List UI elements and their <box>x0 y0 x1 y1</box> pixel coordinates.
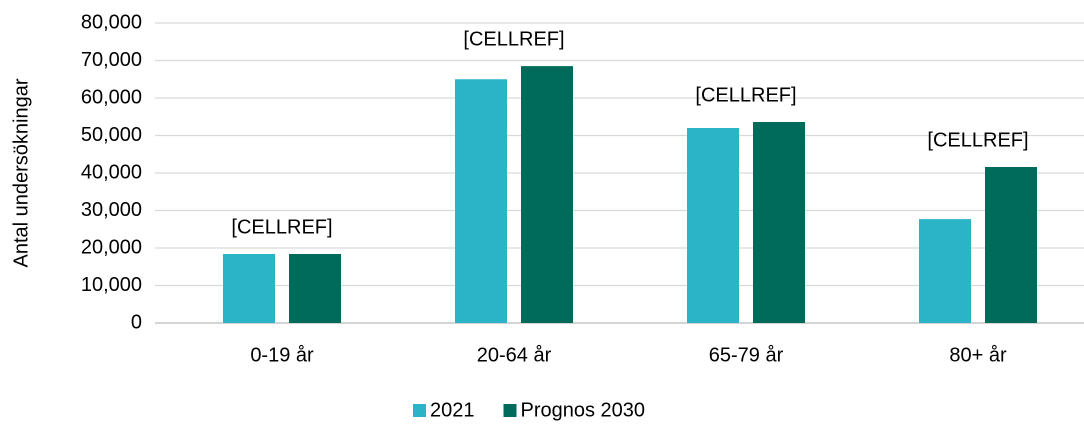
y-tick-label: 60,000 <box>81 86 142 108</box>
y-axis-label: Antal undersökningar <box>10 78 32 267</box>
bar <box>521 66 573 323</box>
data-label: [CELLREF] <box>927 129 1028 151</box>
y-tick-label: 70,000 <box>81 49 142 71</box>
x-tick-label: 20-64 år <box>477 344 552 366</box>
x-tick-label: 80+ år <box>949 344 1007 366</box>
y-tick-label: 10,000 <box>81 274 142 296</box>
bar <box>753 122 805 323</box>
data-label: [CELLREF] <box>231 216 332 238</box>
x-tick-label: 65-79 år <box>709 344 784 366</box>
y-tick-label: 20,000 <box>81 236 142 258</box>
y-tick-label: 40,000 <box>81 161 142 183</box>
bar <box>687 128 739 323</box>
y-tick-label: 0 <box>131 311 142 333</box>
data-label: [CELLREF] <box>695 84 796 106</box>
data-label: [CELLREF] <box>463 28 564 50</box>
y-tick-label: 50,000 <box>81 124 142 146</box>
bar <box>289 254 341 323</box>
legend-label: Prognos 2030 <box>521 399 646 421</box>
legend-swatch <box>413 404 426 417</box>
bar <box>919 219 971 323</box>
y-tick-label: 80,000 <box>81 11 142 33</box>
legend-label: 2021 <box>430 399 475 421</box>
legend-swatch <box>503 404 517 417</box>
bar <box>985 167 1037 323</box>
bar <box>223 254 275 323</box>
x-tick-label: 0-19 år <box>250 344 314 366</box>
bar <box>455 79 507 323</box>
y-tick-label: 30,000 <box>81 199 142 221</box>
